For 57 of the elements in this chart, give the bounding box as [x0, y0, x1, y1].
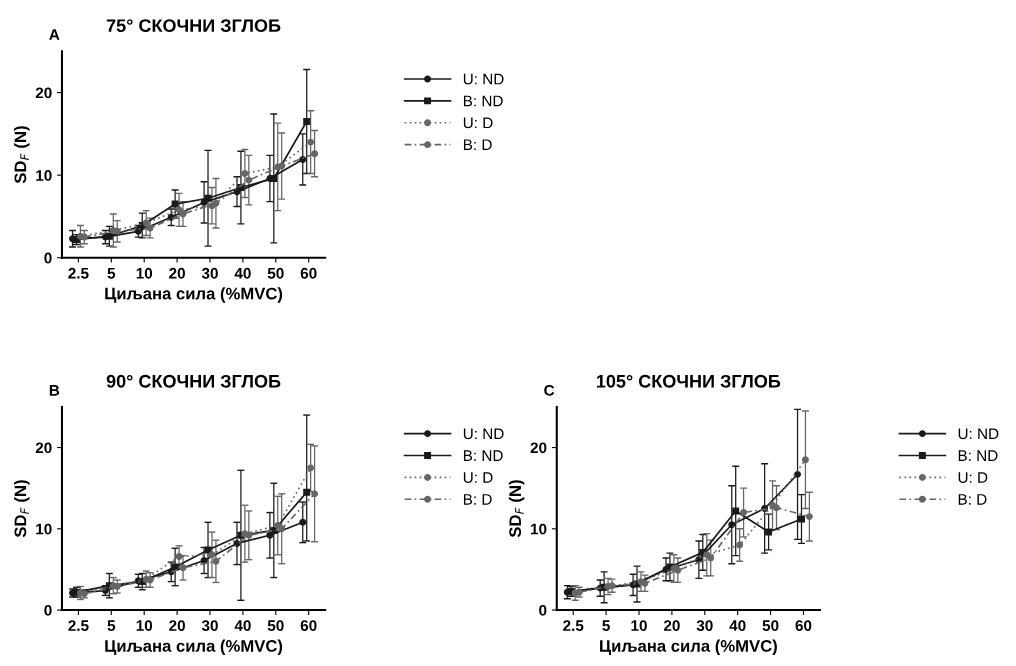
x-tick-label: 40 [234, 620, 251, 631]
chart-title: 105° СКОЧНИ ЗГЛОБ [596, 374, 781, 388]
x-tick-label: 60 [300, 267, 317, 279]
y-tick-label: 0 [44, 604, 52, 616]
x-tick-label: 2.5 [68, 267, 89, 279]
x-tick-label: 5 [107, 620, 116, 631]
x-tick-label: 50 [267, 267, 284, 279]
x-axis-title: Циљана сила (%MVC) [600, 639, 777, 656]
y-tick-label: 0 [539, 604, 547, 616]
x-tick-label: 2.5 [68, 620, 89, 631]
x-tick-label: 10 [631, 620, 647, 631]
x-tick-label: 40 [234, 267, 251, 279]
x-tick-label: 20 [663, 620, 680, 631]
legend-label: B: D [958, 494, 987, 505]
y-tick-label: 20 [35, 87, 52, 99]
x-tick-label: 30 [201, 620, 218, 632]
legend-label: B: ND [958, 450, 998, 461]
x-axis-title: Циљана сила (%MVC) [105, 287, 283, 303]
x-tick-label: 5 [602, 620, 610, 631]
x-tick-label: 10 [136, 620, 153, 631]
y-tick-label: 10 [36, 170, 52, 181]
legend-label: U: ND [958, 428, 999, 440]
y-tick-label: 10 [36, 523, 52, 535]
y-axis-title: SD$_{F}$ (N) [508, 480, 525, 538]
y-tick-label: 0 [44, 252, 52, 264]
legend-label: U: D [958, 472, 988, 483]
x-tick-label: 10 [136, 267, 153, 279]
x-tick-label: 60 [795, 620, 812, 631]
y-axis-title: SD$_{F}$ (N) [14, 126, 30, 184]
x-tick-label: 50 [762, 620, 779, 631]
text: C [544, 384, 555, 396]
x-tick-label: 60 [300, 620, 317, 631]
x-tick-label: 2.5 [563, 620, 584, 631]
text: B [49, 385, 60, 396]
legend-label: U: ND [463, 73, 504, 85]
legend-label: B: D [463, 139, 492, 150]
legend-label: B: ND [463, 95, 503, 107]
text: A [49, 29, 60, 40]
y-tick-label: 20 [530, 442, 547, 454]
y-axis-title: SD$_{F}$ (N) [14, 480, 30, 538]
y-tick-label: 20 [35, 442, 52, 454]
legend-label: U: D [463, 472, 493, 483]
x-tick-label: 20 [169, 267, 185, 279]
x-tick-label: 50 [267, 620, 284, 631]
legend-label: U: ND [463, 428, 504, 440]
x-tick-label: 30 [696, 620, 713, 632]
legend-label: B: D [463, 494, 492, 505]
x-tick-label: 40 [729, 620, 746, 631]
x-tick-label: 30 [201, 267, 218, 279]
y-tick-label: 10 [531, 523, 547, 535]
legend-label: U: D [463, 117, 493, 129]
x-tick-label: 5 [107, 268, 116, 279]
x-tick-label: 20 [169, 620, 185, 631]
legend-label: B: ND [463, 450, 503, 461]
chart-title: 90° СКОЧНИ ЗГЛОБ [106, 374, 281, 388]
chart-title: 75° СКОЧНИ ЗГЛОБ [106, 19, 281, 33]
x-axis-title: Циљана сила (%MVC) [105, 639, 283, 656]
